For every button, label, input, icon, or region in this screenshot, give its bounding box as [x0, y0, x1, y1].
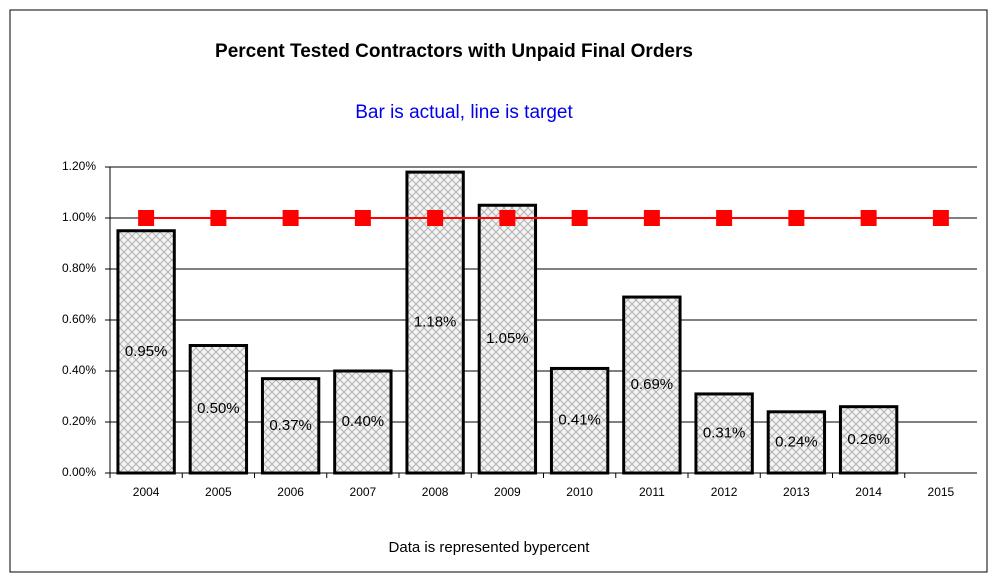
x-tick-label: 2010 [566, 485, 593, 499]
target-marker [860, 210, 877, 226]
target-marker [716, 210, 733, 226]
bar [477, 203, 538, 475]
bar [622, 295, 682, 475]
bar [260, 377, 321, 475]
target-marker [499, 210, 516, 226]
x-tick-label: 2013 [783, 485, 810, 499]
bar-value-label: 0.69% [631, 376, 674, 393]
x-axis-label: Data is represented bypercent [389, 539, 591, 556]
bar-value-label: 0.37% [269, 417, 312, 434]
y-tick-label: 0.00% [62, 465, 96, 479]
target-marker [788, 210, 805, 226]
target-marker [932, 210, 949, 226]
bar-value-label: 0.24% [775, 433, 818, 450]
y-tick-label: 0.80% [62, 261, 96, 275]
chart-title: Percent Tested Contractors with Unpaid F… [215, 41, 693, 62]
bar-value-label: 0.95% [125, 343, 168, 360]
y-tick-label: 0.40% [62, 363, 96, 377]
bar-value-label: 0.26% [847, 431, 890, 448]
x-tick-label: 2015 [928, 485, 955, 499]
bar [766, 410, 827, 475]
x-tick-label: 2011 [639, 485, 665, 499]
target-marker [427, 210, 444, 226]
target-marker [571, 210, 588, 226]
x-tick-label: 2004 [133, 485, 160, 499]
bar-value-label: 1.05% [486, 330, 529, 347]
bar [549, 366, 610, 475]
y-tick-label: 1.00% [62, 210, 96, 224]
bar-value-label: 0.41% [558, 412, 601, 429]
y-tick-label: 1.20% [62, 159, 96, 173]
x-tick-label: 2006 [277, 485, 304, 499]
bar [116, 229, 176, 475]
x-tick-label: 2007 [350, 485, 377, 499]
x-tick-label: 2014 [855, 485, 882, 499]
y-tick-label: 0.20% [62, 414, 96, 428]
target-marker [354, 210, 371, 226]
bar [188, 344, 249, 475]
bar-value-label: 0.31% [703, 424, 746, 441]
bar-value-label: 1.18% [414, 314, 457, 331]
bar [838, 405, 899, 475]
bar-value-label: 0.50% [197, 400, 240, 417]
bar [694, 392, 754, 475]
target-marker [210, 210, 227, 226]
y-tick-label: 0.60% [62, 312, 96, 326]
x-tick-label: 2005 [205, 485, 232, 499]
x-tick-label: 2009 [494, 485, 521, 499]
bar-value-label: 0.40% [342, 413, 385, 430]
target-marker [138, 210, 155, 226]
bar [333, 369, 393, 475]
x-tick-label: 2012 [711, 485, 738, 499]
target-marker [282, 210, 299, 226]
x-tick-label: 2008 [422, 485, 449, 499]
target-marker [643, 210, 660, 226]
chart-subtitle: Bar is actual, line is target [355, 102, 573, 123]
